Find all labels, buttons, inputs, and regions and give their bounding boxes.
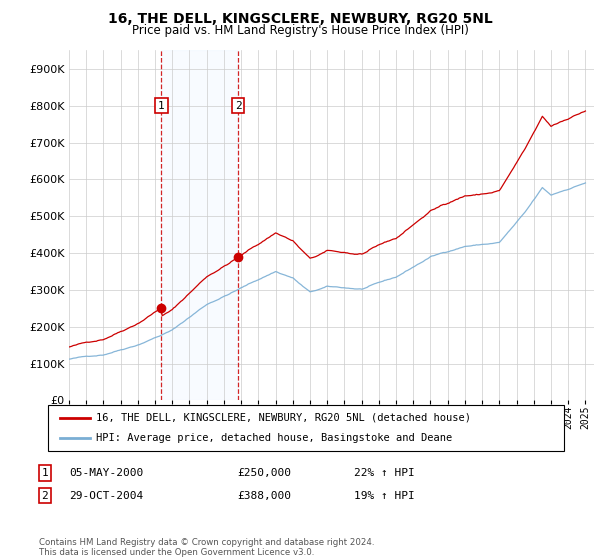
Text: Contains HM Land Registry data © Crown copyright and database right 2024.
This d: Contains HM Land Registry data © Crown c…	[39, 538, 374, 557]
Text: 2: 2	[41, 491, 49, 501]
Text: 2: 2	[235, 101, 241, 111]
Text: 05-MAY-2000: 05-MAY-2000	[69, 468, 143, 478]
Text: 16, THE DELL, KINGSCLERE, NEWBURY, RG20 5NL (detached house): 16, THE DELL, KINGSCLERE, NEWBURY, RG20 …	[96, 413, 471, 423]
Text: 19% ↑ HPI: 19% ↑ HPI	[354, 491, 415, 501]
Text: 22% ↑ HPI: 22% ↑ HPI	[354, 468, 415, 478]
Bar	[161, 50, 238, 400]
Text: Price paid vs. HM Land Registry's House Price Index (HPI): Price paid vs. HM Land Registry's House …	[131, 24, 469, 36]
Text: 16, THE DELL, KINGSCLERE, NEWBURY, RG20 5NL: 16, THE DELL, KINGSCLERE, NEWBURY, RG20 …	[107, 12, 493, 26]
Text: HPI: Average price, detached house, Basingstoke and Deane: HPI: Average price, detached house, Basi…	[96, 433, 452, 443]
Text: 1: 1	[41, 468, 49, 478]
Text: £250,000: £250,000	[237, 468, 291, 478]
Text: 1: 1	[158, 101, 165, 111]
Text: 29-OCT-2004: 29-OCT-2004	[69, 491, 143, 501]
Text: £388,000: £388,000	[237, 491, 291, 501]
